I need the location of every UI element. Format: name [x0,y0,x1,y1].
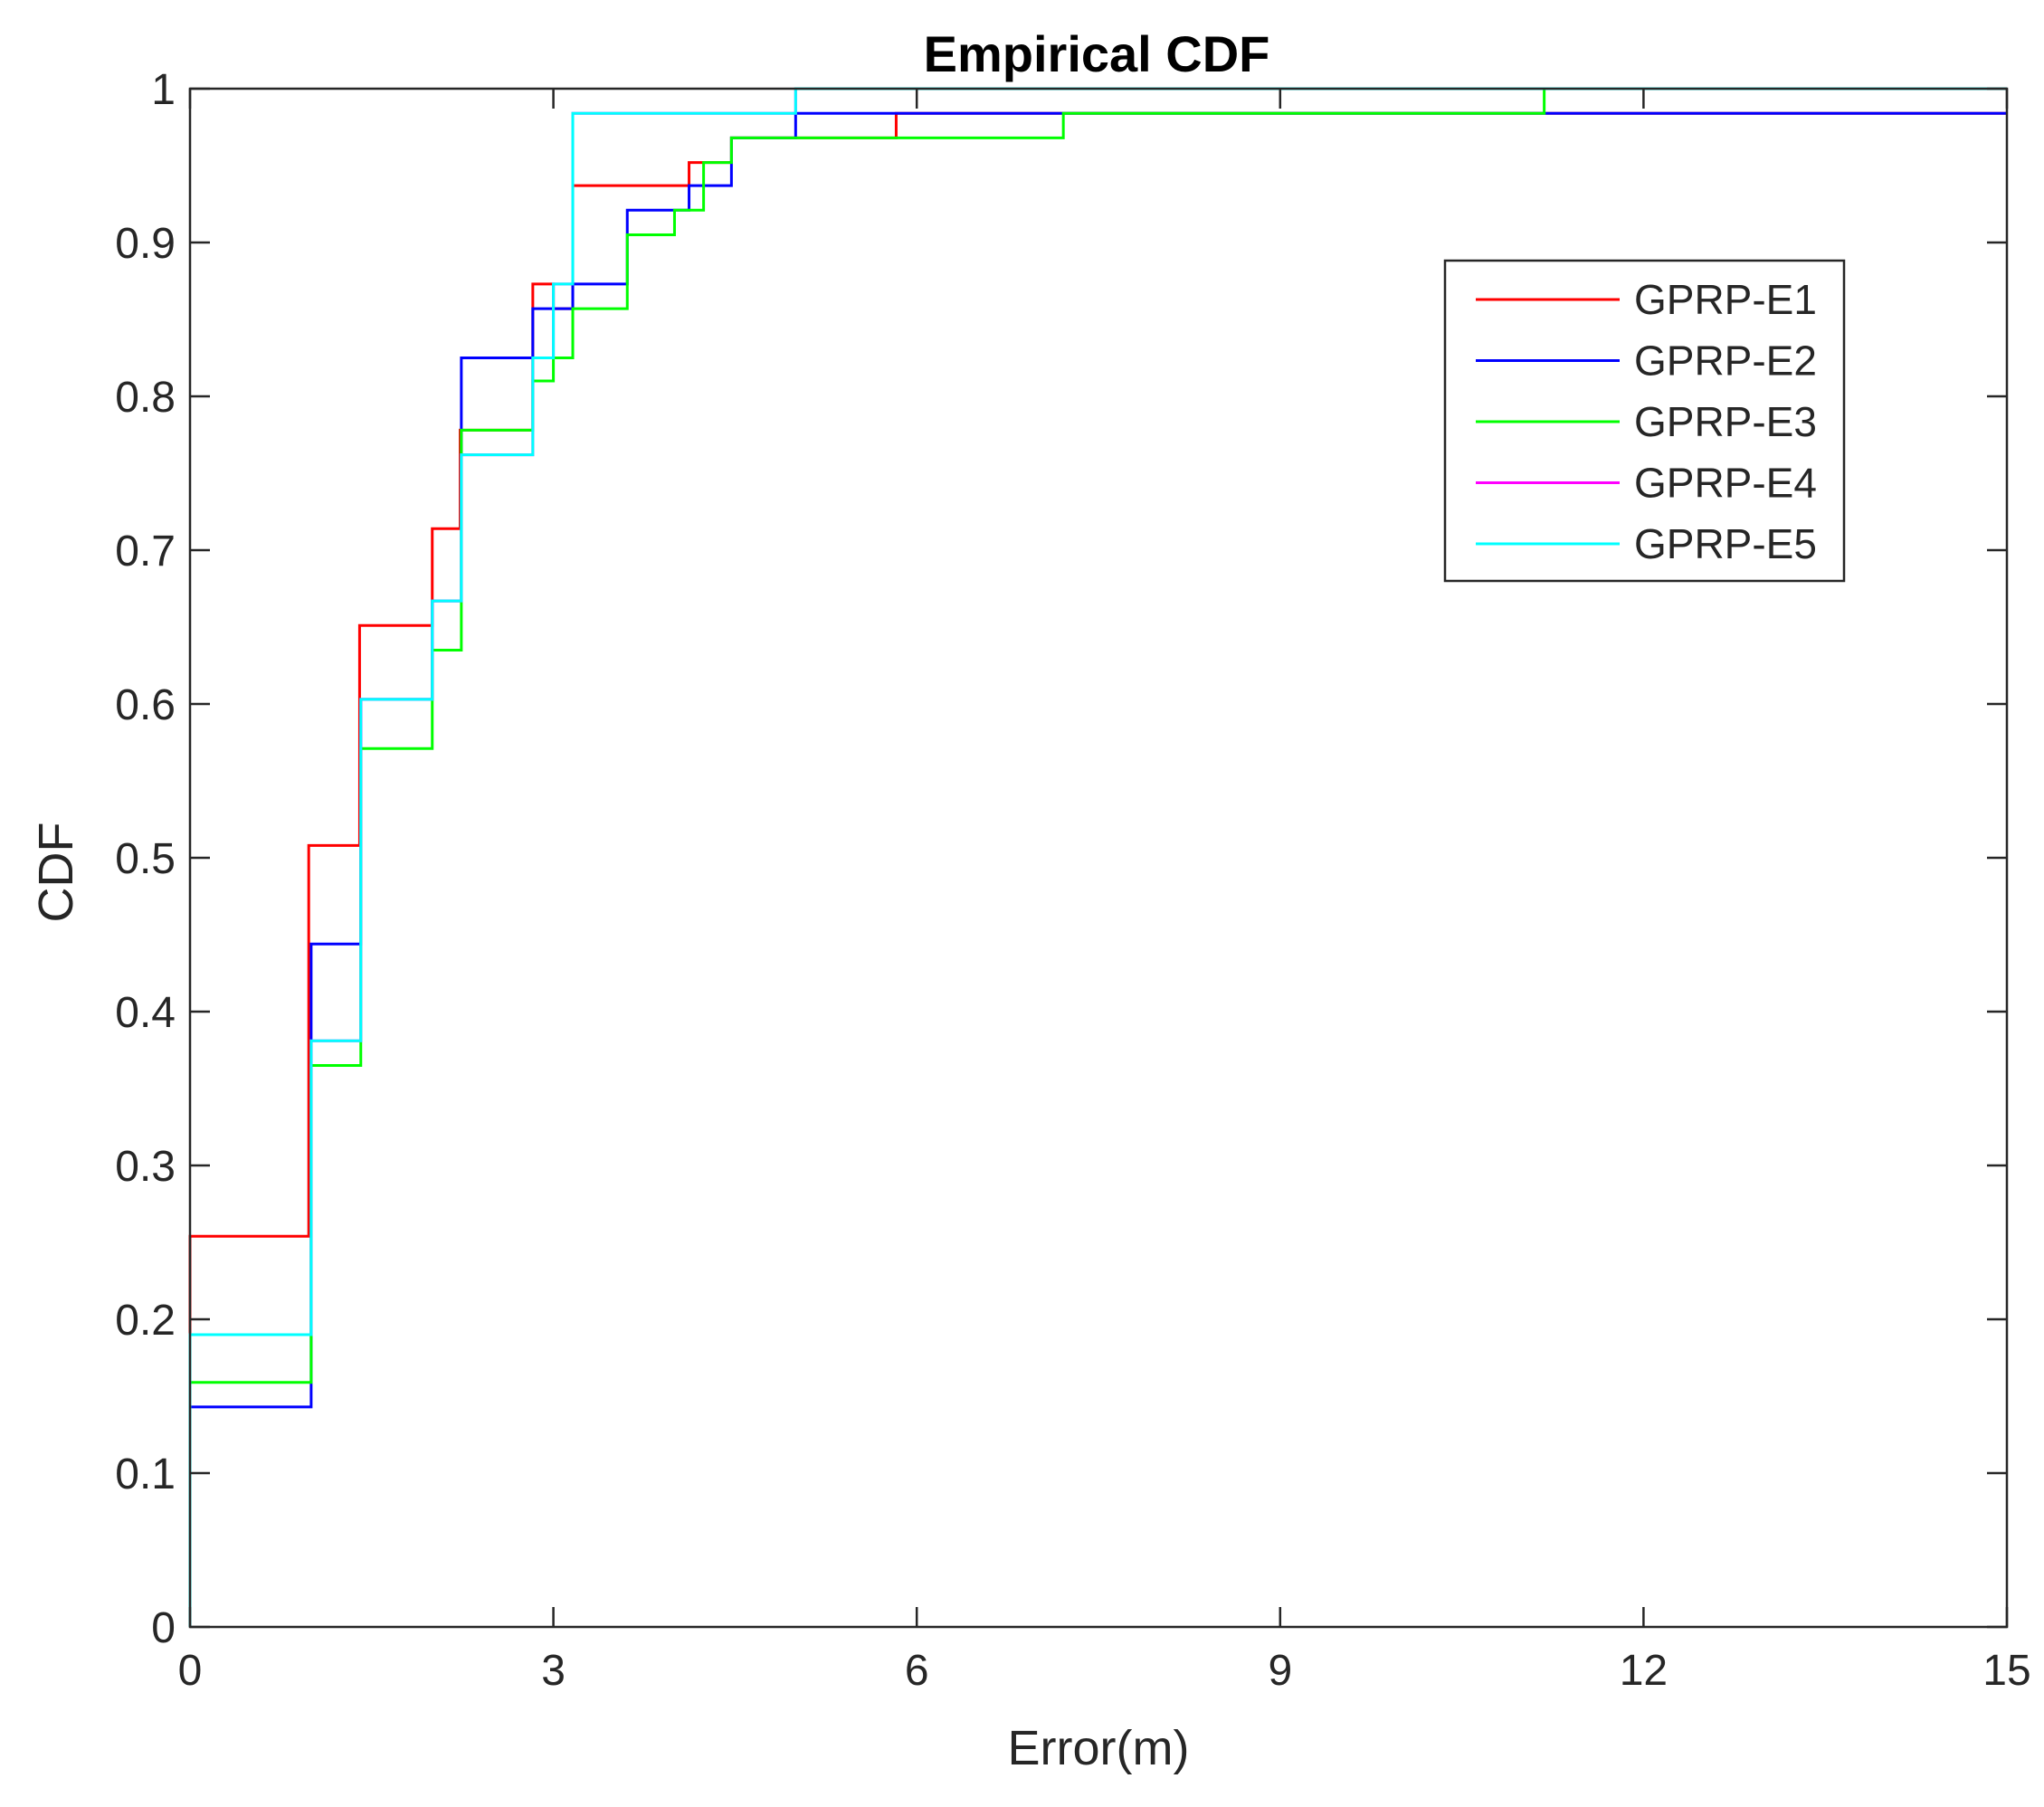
x-tick-label: 9 [1268,1647,1292,1695]
x-tick-label: 12 [1620,1647,1668,1695]
legend-label: GPRP-E4 [1634,460,1817,507]
legend-entry-gprp-e1[interactable]: GPRP-E1 [1476,276,1817,323]
y-tick-label: 0.4 [115,989,176,1037]
tick-layer: 0 3 6 9 12 15 0 0.1 0.2 0.3 0.4 0.5 0.6 0.7 0.8 0.9 1 [115,66,2030,1695]
legend-label: GPRP-E1 [1634,276,1817,323]
y-tick-label: 0.1 [115,1450,176,1498]
y-tick-label: 0.3 [115,1143,176,1191]
legend-label: GPRP-E3 [1634,398,1817,445]
x-tick-label: 6 [905,1647,929,1695]
legend-entry-gprp-e2[interactable]: GPRP-E2 [1476,338,1817,385]
legend-entry-gprp-e5[interactable]: GPRP-E5 [1476,520,1817,567]
y-tick-label: 0.6 [115,681,176,729]
x-axis-title: Error(m) [1008,1721,1190,1775]
series-line-gprp-e5 [188,87,2007,1627]
legend-entry-gprp-e4[interactable]: GPRP-E4 [1476,460,1817,507]
series-layer [188,87,2007,1627]
y-tick-label: 0.2 [115,1297,176,1345]
legend-label: GPRP-E5 [1634,520,1817,567]
series-line-gprp-e2 [188,111,2007,1627]
y-tick-label: 0.5 [115,835,176,883]
y-tick-label: 0 [151,1604,176,1652]
y-tick-label: 0.9 [115,220,176,268]
legend-label: GPRP-E2 [1634,338,1817,385]
chart-title: Empirical CDF [924,25,1270,82]
y-tick-label: 0.8 [115,374,176,422]
x-tick-label: 0 [178,1647,203,1695]
x-tick-label: 3 [541,1647,566,1695]
legend-entry-gprp-e3[interactable]: GPRP-E3 [1476,398,1817,445]
legend[interactable]: GPRP-E1 GPRP-E2 GPRP-E3 GPRP-E4 GPRP-E5 [1443,259,1846,583]
x-tick-label: 15 [1982,1647,2030,1695]
y-tick-label: 0.7 [115,528,176,575]
y-tick-label: 1 [151,66,176,114]
y-axis-title: CDF [29,823,83,923]
